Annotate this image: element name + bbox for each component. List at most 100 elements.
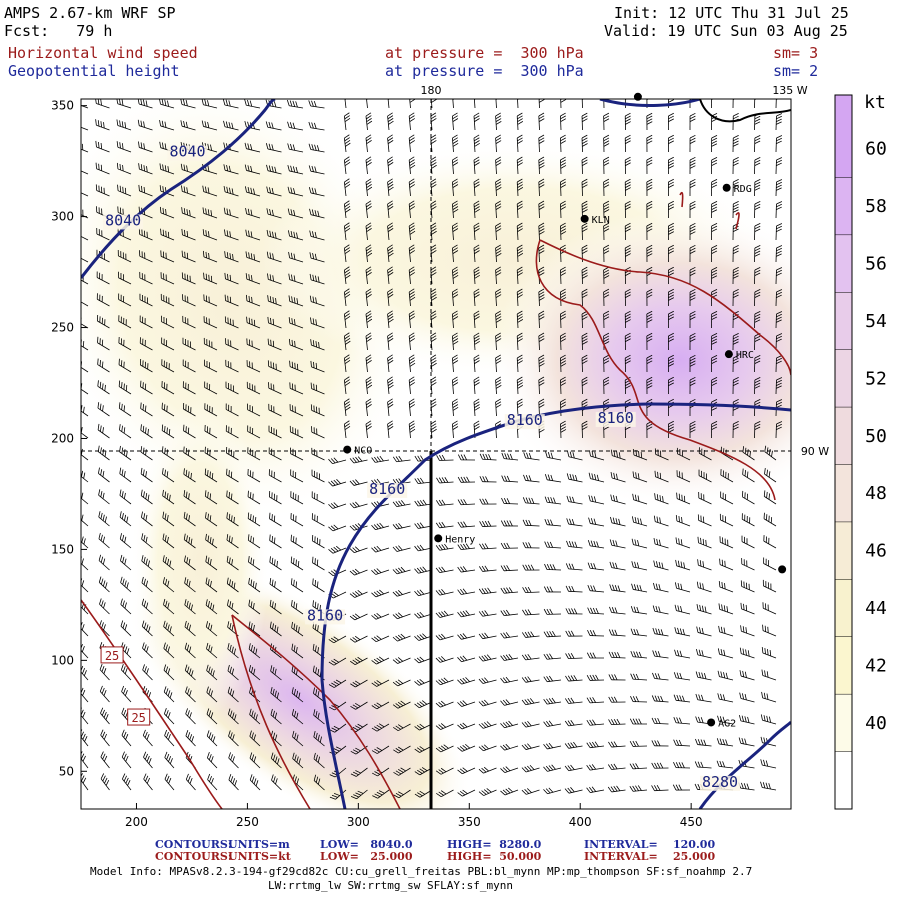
wind-barb (451, 288, 459, 307)
wind-barb (292, 730, 304, 747)
wind-barb (224, 294, 239, 307)
wind-barb (473, 266, 480, 285)
wind-barb (651, 695, 669, 703)
wind-barb (141, 576, 153, 593)
wind-barb (588, 517, 605, 527)
wind-barb (564, 719, 583, 727)
wind-barb (245, 207, 261, 219)
wind-barb (349, 635, 368, 643)
station-marker (580, 214, 589, 223)
wind-barb (343, 288, 351, 307)
wind-barb (141, 555, 153, 571)
wind-barb (184, 599, 196, 615)
wind-barb (457, 743, 476, 752)
wind-barb (720, 491, 734, 505)
wind-barb (711, 156, 718, 175)
wind-barb (473, 222, 480, 241)
wind-barb (754, 355, 761, 373)
wind-barb (160, 228, 175, 241)
wind-barb (408, 354, 416, 373)
wind-barb (98, 576, 110, 593)
wind-barb (521, 676, 540, 683)
wind-barb (142, 642, 153, 659)
wind-barb (764, 445, 777, 461)
height-contour-label: 8040 (169, 143, 205, 161)
wind-barb (654, 470, 669, 483)
wind-barb (581, 354, 588, 373)
wind-barb (248, 621, 261, 637)
wind-barb (204, 403, 218, 417)
height-contour-8160 (320, 402, 791, 809)
model-title: AMPS 2.67-km WRF SP (4, 4, 176, 22)
wind-barb (732, 267, 739, 285)
wind-barb (81, 170, 89, 175)
wind-barb (139, 293, 153, 307)
wind-barb (81, 470, 89, 483)
y-tick-label: 250 (51, 321, 74, 335)
wind-barb (408, 266, 415, 285)
wind-barb (387, 398, 394, 417)
wind-barb (313, 731, 325, 747)
wind-barb (349, 590, 368, 598)
wind-barb (226, 577, 239, 593)
contour-high-1: HIGH= 8280.0 (447, 838, 542, 851)
wind-barb (689, 244, 696, 263)
wind-barb (292, 752, 304, 769)
wind-barb (408, 178, 415, 197)
x-axis: 200 250 300 350 400 450 (125, 803, 703, 829)
wind-barb (248, 577, 261, 593)
wind-barb (538, 112, 545, 131)
wind-barb (268, 403, 282, 417)
wind-barb (387, 222, 394, 241)
wind-barb (500, 743, 519, 751)
wind-barb (288, 317, 304, 329)
wind-barb (457, 454, 476, 461)
wind-barb (183, 424, 196, 439)
wind-barb (371, 545, 390, 553)
wind-barb (308, 100, 325, 109)
wind-barb (603, 134, 610, 153)
wind-barb (343, 156, 351, 175)
wind-barb (313, 774, 325, 791)
wind-barb (143, 751, 153, 769)
wind-barb (695, 693, 712, 703)
wind-barb (349, 456, 368, 464)
wind-barb (265, 143, 282, 153)
wind-barb (775, 179, 783, 197)
wind-barb (732, 157, 739, 175)
wind-barb (653, 538, 669, 549)
wind-barb (523, 452, 540, 461)
wind-barb (205, 555, 218, 571)
wind-barb (204, 359, 218, 373)
wind-barb (97, 336, 110, 351)
wind-barb (185, 708, 196, 725)
colorbar-swatch (835, 95, 852, 120)
contour-interval-1: INTERVAL= 120.00 (584, 838, 716, 851)
wind-barb (223, 207, 239, 219)
wind-barb (116, 99, 132, 109)
wind-barb (268, 425, 282, 439)
wind-barb (500, 520, 519, 527)
wind-barb (163, 686, 175, 703)
wind-barb (652, 672, 669, 681)
wind-barb (350, 767, 368, 777)
station-marker (343, 445, 352, 454)
wind-barb (754, 245, 761, 263)
wind-barb (99, 598, 110, 615)
wind-barb (387, 332, 394, 351)
wind-barb (495, 134, 502, 153)
wind-barb (138, 141, 153, 153)
wind-barb (81, 491, 89, 505)
wind-barb (408, 398, 415, 417)
height-contour-8040 (81, 99, 276, 279)
wind-barb (408, 222, 416, 241)
wind-barb (689, 200, 696, 219)
wind-barb (610, 472, 626, 483)
wind-barb (607, 785, 626, 793)
wind-barb (516, 178, 524, 197)
wind-barb (457, 677, 476, 685)
wind-barb (457, 566, 476, 573)
wind-barb (436, 454, 454, 461)
wind-barb (775, 421, 783, 439)
wind-barb (248, 665, 261, 681)
